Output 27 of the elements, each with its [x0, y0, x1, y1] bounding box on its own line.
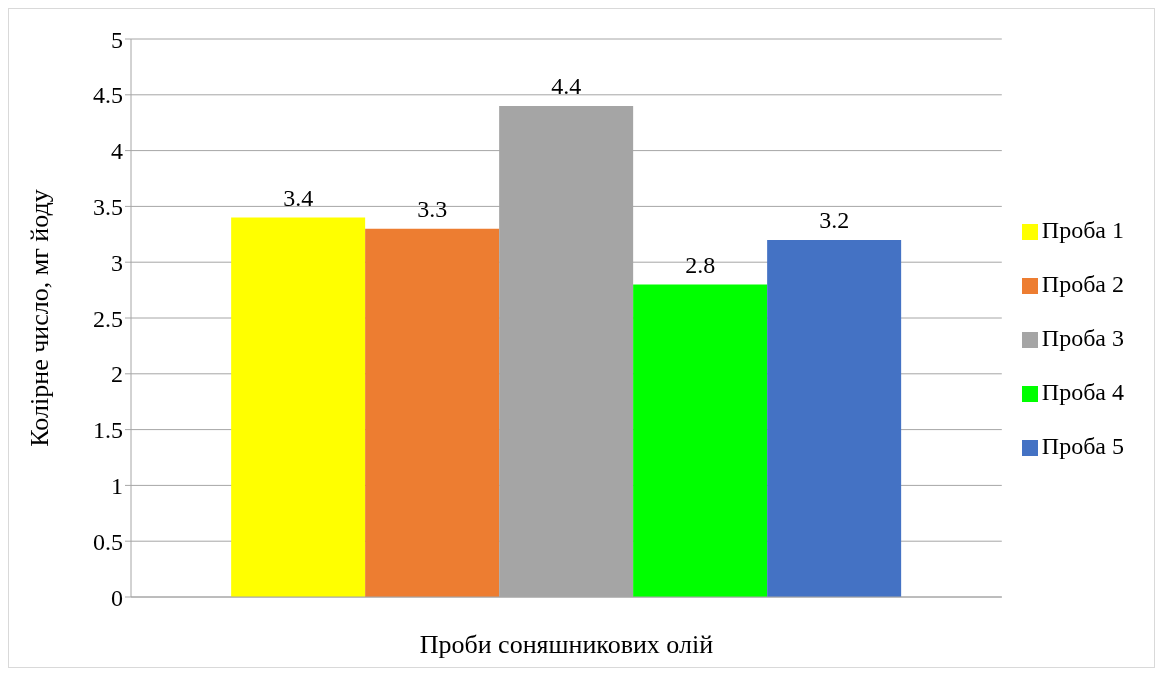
y-tick-label: 2.5 — [93, 305, 123, 332]
legend-label: Проба 1 — [1041, 217, 1124, 243]
bar — [633, 284, 768, 597]
y-tick-label: 2 — [111, 361, 123, 388]
y-tick-label: 3 — [111, 249, 123, 276]
bar — [231, 217, 366, 597]
x-axis-title: Проби соняшникових олій — [419, 630, 714, 659]
data-label: 4.4 — [551, 72, 582, 99]
y-tick-label: 1 — [111, 472, 123, 499]
data-label: 3.2 — [819, 206, 850, 233]
data-label: 2.8 — [685, 251, 716, 278]
y-axis-title: Колірне число, мг йоду — [25, 189, 55, 447]
y-tick-label: 3.5 — [93, 193, 123, 220]
legend-label: Проба 2 — [1041, 271, 1124, 297]
y-tick-label: 4 — [111, 138, 123, 165]
y-tick-label: 5 — [111, 26, 123, 53]
legend-label: Проба 4 — [1041, 379, 1124, 405]
legend-label: Проба 5 — [1041, 433, 1124, 459]
bar — [767, 239, 902, 597]
y-tick-label: 0 — [111, 584, 123, 611]
bar — [365, 228, 500, 597]
y-tick-label: 0.5 — [93, 528, 123, 555]
data-label: 3.4 — [283, 184, 314, 211]
y-tick-label: 4.5 — [93, 82, 123, 109]
y-tick-label: 1.5 — [93, 417, 123, 444]
data-label: 3.3 — [417, 195, 448, 222]
legend-label: Проба 3 — [1041, 325, 1124, 351]
